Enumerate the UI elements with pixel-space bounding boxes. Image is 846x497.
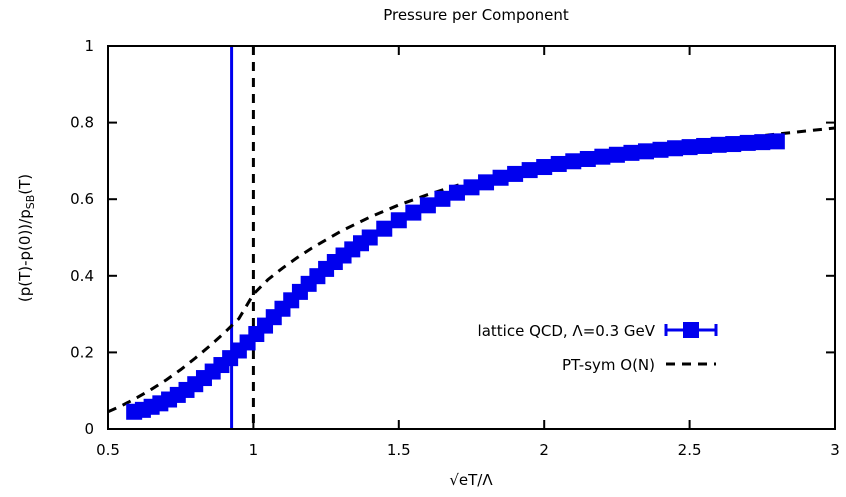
lattice-point xyxy=(594,148,611,165)
y-tick-label: 0.8 xyxy=(70,114,94,132)
lattice-point xyxy=(768,133,785,150)
y-tick-label: 1 xyxy=(84,37,94,55)
legend-label-pt-sym: PT-sym O(N) xyxy=(562,356,655,374)
lattice-point xyxy=(521,162,538,179)
x-tick-label: 1.5 xyxy=(387,441,411,459)
plot-frame xyxy=(107,45,836,430)
lattice-point xyxy=(637,143,654,160)
lattice-point xyxy=(478,174,495,191)
y-axis-label: (p(T)-p(0))/pSB(T) xyxy=(16,174,37,302)
lattice-point xyxy=(361,229,378,246)
x-tick-label: 3 xyxy=(830,441,840,459)
x-tick-label: 2.5 xyxy=(678,441,702,459)
lattice-point xyxy=(725,136,742,153)
lattice-point xyxy=(696,137,713,154)
legend-marker-lattice xyxy=(683,322,699,338)
lattice-point xyxy=(579,150,596,167)
y-tick-label: 0 xyxy=(84,420,94,438)
x-axis-label: √eT/Λ xyxy=(449,471,493,489)
lattice-point xyxy=(565,153,582,170)
lattice-point xyxy=(608,146,625,163)
lattice-point xyxy=(492,169,509,186)
lattice-point xyxy=(754,134,771,151)
lattice-point xyxy=(667,140,684,157)
lattice-point xyxy=(536,159,553,176)
lattice-point xyxy=(448,184,465,201)
y-tick-label: 0.4 xyxy=(70,267,94,285)
x-tick-label: 0.5 xyxy=(96,441,120,459)
lattice-point xyxy=(710,136,727,153)
chart-title: Pressure per Component xyxy=(383,6,569,24)
y-tick-label: 0.2 xyxy=(70,343,94,361)
legend-label-lattice: lattice QCD, Λ=0.3 GeV xyxy=(478,322,656,340)
lattice-point xyxy=(390,212,407,229)
y-tick-label: 0.6 xyxy=(70,190,94,208)
lattice-point xyxy=(652,141,669,158)
lattice-point xyxy=(623,144,640,161)
y-axis-label-suffix: (T) xyxy=(16,174,34,195)
lattice-point xyxy=(434,190,451,207)
legend: lattice QCD, Λ=0.3 GeV PT-sym O(N) xyxy=(478,322,718,374)
lattice-point xyxy=(739,134,756,151)
axis-ticks: 0.5 1 1.5 2 2.5 3 0 0.2 0.4 0.6 0.8 1 xyxy=(70,37,840,459)
lattice-point xyxy=(507,165,524,182)
y-axis-label-subscript: SB xyxy=(24,195,37,210)
x-tick-label: 2 xyxy=(539,441,549,459)
lattice-point xyxy=(376,220,393,237)
x-tick-label: 1 xyxy=(249,441,259,459)
lattice-point xyxy=(681,139,698,156)
lattice-point xyxy=(419,197,436,214)
y-axis-label-main: (p(T)-p(0))/p xyxy=(16,209,34,302)
lattice-point xyxy=(405,204,422,221)
lattice-point xyxy=(550,155,567,172)
lattice-point xyxy=(463,179,480,196)
